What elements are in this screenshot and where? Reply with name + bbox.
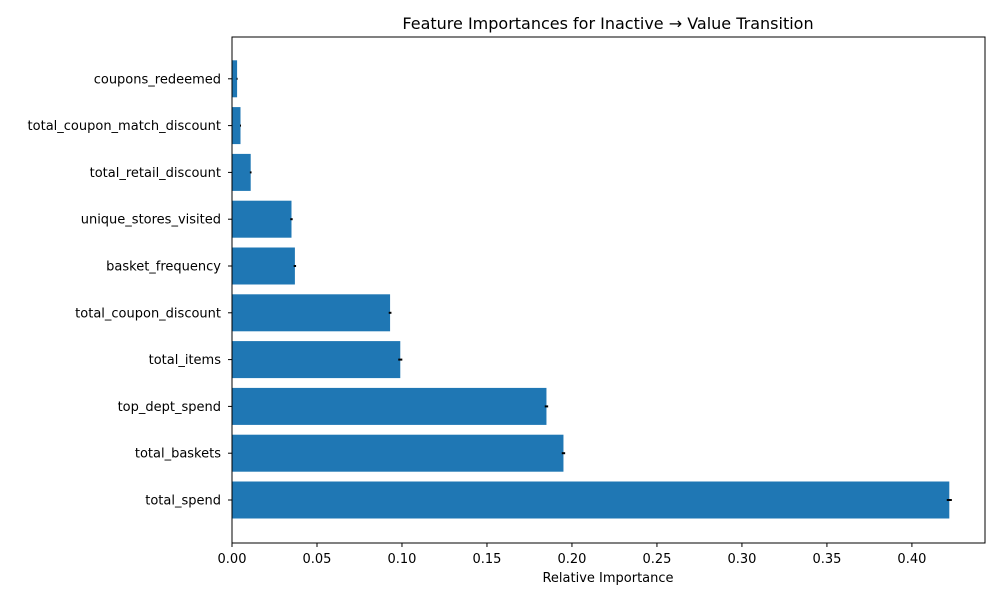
- y-tick-label: total_spend: [145, 494, 221, 509]
- x-tick-label: 0.40: [897, 552, 926, 567]
- y-tick-label: basket_frequency: [106, 260, 221, 275]
- bar-coupons-redeemed: [232, 60, 238, 98]
- x-tick-label: 0.20: [557, 552, 586, 567]
- y-tick-label: total_coupon_match_discount: [28, 119, 221, 134]
- bar-unique-stores-visited: [232, 200, 292, 238]
- x-tick-label: 0.35: [812, 552, 841, 567]
- x-tick-label: 0.00: [218, 552, 247, 567]
- plot-frame: [231, 36, 986, 544]
- bar-basket-frequency: [232, 247, 295, 285]
- bar-total-spend: [232, 481, 950, 519]
- plot-area: coupons_redeemed total_coupon_match_disco…: [28, 60, 952, 567]
- y-tick-label: top_dept_spend: [118, 400, 221, 415]
- x-tick-label: 0.30: [727, 552, 756, 567]
- x-tick-label: 0.10: [388, 552, 417, 567]
- x-tick-label: 0.05: [303, 552, 332, 567]
- bar-total-coupon-discount: [232, 294, 391, 332]
- chart-title: Feature Importances for Inactive → Value…: [402, 14, 813, 33]
- y-tick-label: total_retail_discount: [90, 166, 221, 181]
- y-tick-label: total_items: [149, 353, 222, 368]
- bar-top-dept-spend: [232, 387, 547, 425]
- y-tick-label: total_baskets: [135, 447, 221, 462]
- y-tick-label: total_coupon_discount: [75, 306, 221, 321]
- bar-total-items: [232, 341, 401, 379]
- x-tick-label: 0.15: [472, 552, 501, 567]
- y-tick-label: unique_stores_visited: [81, 213, 221, 228]
- bar-total-coupon-match-discount: [232, 107, 241, 145]
- x-axis-label: Relative Importance: [542, 571, 673, 586]
- bar-total-baskets: [232, 434, 564, 472]
- x-tick-label: 0.25: [642, 552, 671, 567]
- bar-total-retail-discount: [232, 153, 251, 191]
- y-tick-label: coupons_redeemed: [94, 72, 221, 87]
